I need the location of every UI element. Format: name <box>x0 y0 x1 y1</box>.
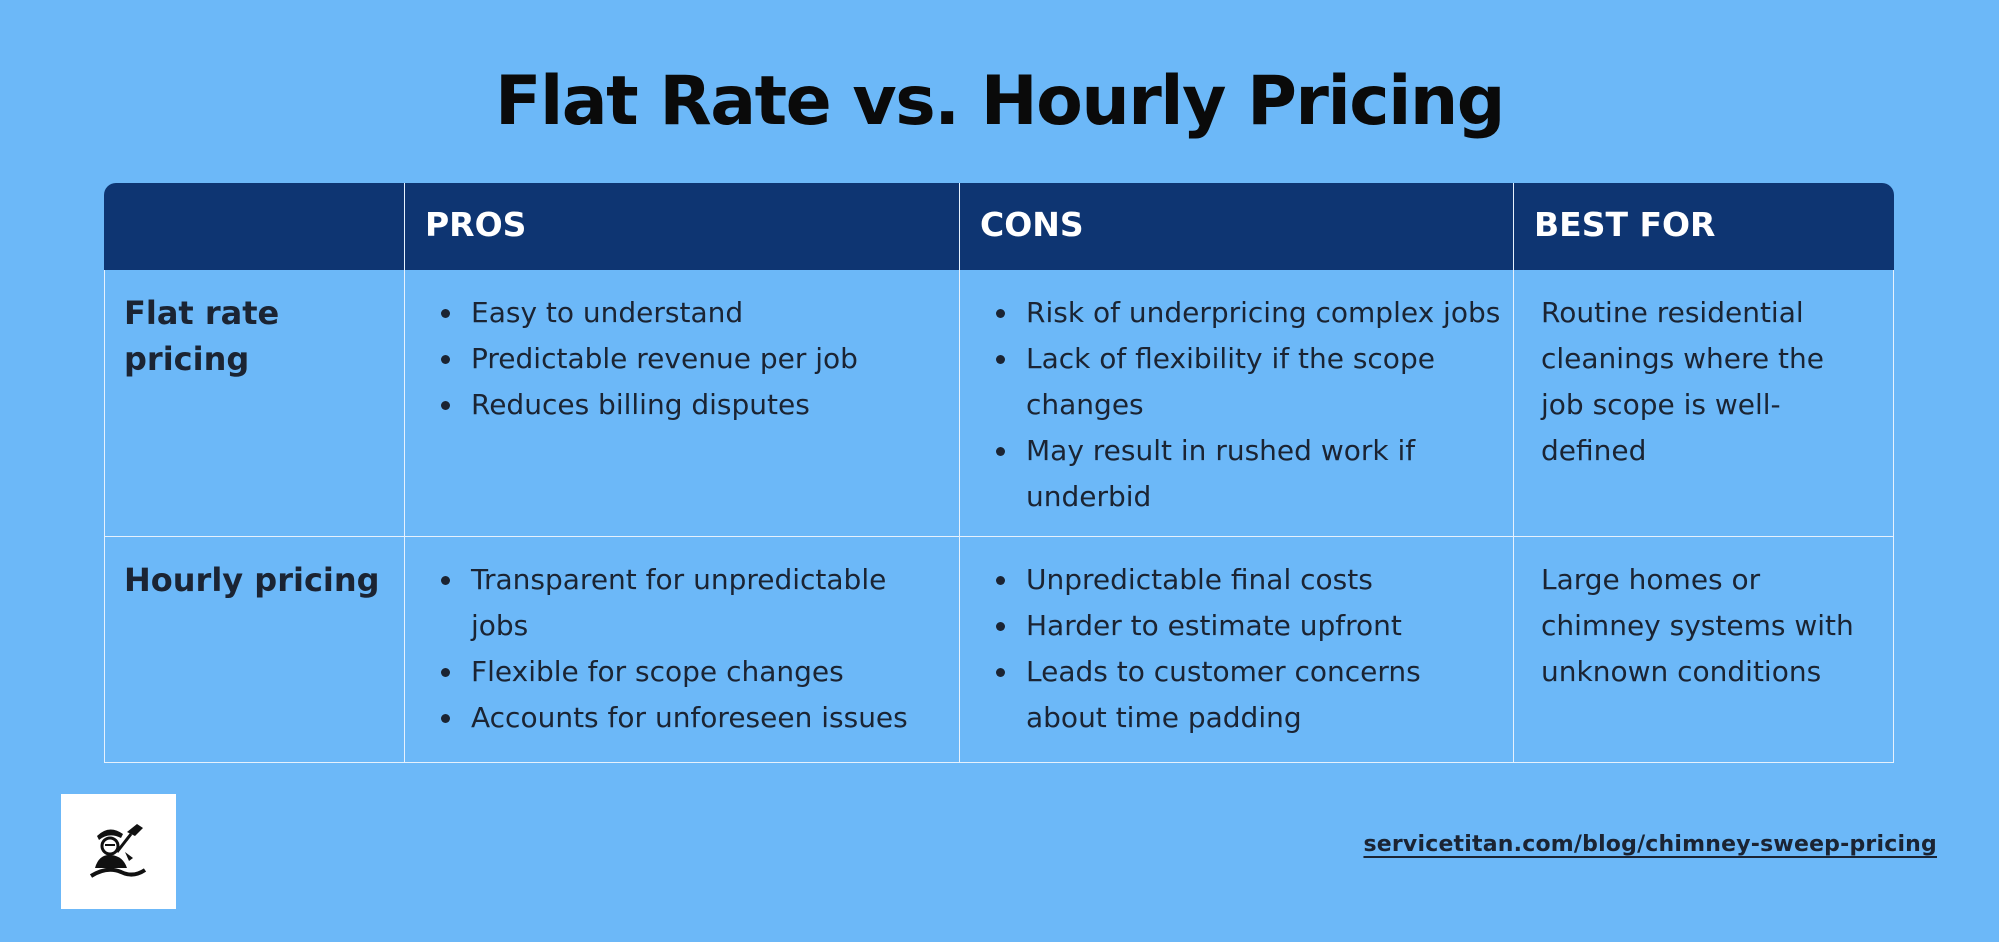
list-item: May result in rushed work if underbid <box>996 428 1501 520</box>
header-cons: CONS <box>960 183 1514 270</box>
row-label-flat-rate: Flat rate pricing <box>104 270 405 537</box>
flat-rate-cons-list: Risk of underpricing complex jobs Lack o… <box>960 270 1513 520</box>
page-title: Flat Rate vs. Hourly Pricing <box>495 62 1505 141</box>
list-item: Flexible for scope changes <box>441 649 947 695</box>
list-item: Leads to customer concerns about time pa… <box>996 649 1501 741</box>
hourly-pros-list: Transparent for unpredictable jobs Flexi… <box>405 537 959 741</box>
list-item: Reduces billing disputes <box>441 382 947 428</box>
flat-rate-pros-list: Easy to understand Predictable revenue p… <box>405 270 959 428</box>
list-item: Risk of underpricing complex jobs <box>996 290 1501 336</box>
flat-rate-best-for: Routine residential cleanings where the … <box>1514 270 1894 537</box>
logo <box>61 794 176 909</box>
source-link[interactable]: servicetitan.com/blog/chimney-sweep-pric… <box>1363 832 1937 857</box>
list-item: Easy to understand <box>441 290 947 336</box>
list-item: Unpredictable final costs <box>996 557 1501 603</box>
hourly-best-for: Large homes or chimney systems with unkn… <box>1514 537 1894 763</box>
comparison-table: PROS CONS BEST FOR Flat rate pricing Eas… <box>104 183 1894 763</box>
list-item: Predictable revenue per job <box>441 336 947 382</box>
list-item: Accounts for unforeseen issues <box>441 695 947 741</box>
hourly-cons-list: Unpredictable final costs Harder to esti… <box>960 537 1513 741</box>
hourly-pros-cell: Transparent for unpredictable jobs Flexi… <box>405 537 960 763</box>
flat-rate-cons-cell: Risk of underpricing complex jobs Lack o… <box>960 270 1514 537</box>
row-label-hourly: Hourly pricing <box>104 537 405 763</box>
list-item: Transparent for unpredictable jobs <box>441 557 947 649</box>
chimney-sweep-logo-icon <box>89 824 147 878</box>
header-empty-cell <box>104 183 405 270</box>
header-best-for: BEST FOR <box>1514 183 1894 270</box>
header-pros: PROS <box>405 183 960 270</box>
list-item: Lack of flexibility if the scope changes <box>996 336 1501 428</box>
flat-rate-pros-cell: Easy to understand Predictable revenue p… <box>405 270 960 537</box>
list-item: Harder to estimate upfront <box>996 603 1501 649</box>
hourly-cons-cell: Unpredictable final costs Harder to esti… <box>960 537 1514 763</box>
